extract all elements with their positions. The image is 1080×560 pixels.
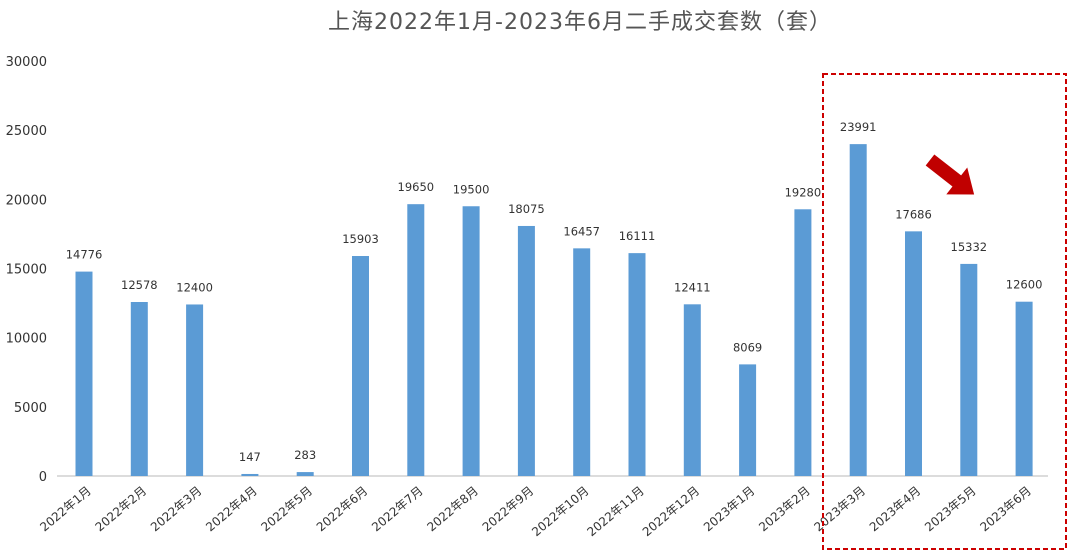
bar [628,253,646,476]
x-tick-label: 2022年6月 [314,484,371,535]
data-label: 12600 [1006,278,1043,292]
x-tick-label: 2023年3月 [811,484,868,535]
chart-title: 上海2022年1月-2023年6月二手成交套数（套） [328,10,832,35]
data-label: 15332 [951,240,988,254]
x-tick-label: 2023年6月 [977,484,1034,535]
y-tick-label: 25000 [6,124,47,139]
arrow-icon [925,154,975,195]
bar [296,472,314,476]
data-label: 17686 [895,207,932,221]
x-tick-label: 2022年8月 [424,484,481,535]
data-label: 12411 [674,280,711,294]
data-label: 19650 [398,180,435,194]
bar [739,364,757,476]
data-label: 23991 [840,120,877,134]
data-label: 18075 [508,202,545,216]
x-tick-label: 2023年5月 [922,484,979,535]
y-tick-label: 20000 [6,193,47,208]
x-tick-label: 2022年5月 [258,484,315,535]
bar [130,302,148,476]
bar [794,209,812,476]
x-tick-label: 2022年10月 [529,484,591,540]
bar [517,225,535,476]
data-label: 283 [294,448,316,462]
x-tick-label: 2022年4月 [203,484,260,535]
bar [960,263,978,476]
x-tick-label: 2022年7月 [369,484,426,535]
data-label: 16457 [563,224,600,238]
data-label: 12400 [176,280,213,294]
y-tick-label: 15000 [6,263,47,278]
bar [573,248,591,476]
y-tick-label: 10000 [6,332,47,347]
data-label: 16111 [619,229,656,243]
data-label: 19500 [453,182,490,196]
bar [462,206,480,476]
y-tick-label: 5000 [14,401,47,416]
x-tick-label: 2022年9月 [480,484,537,535]
bar [849,144,867,476]
bar [241,473,259,476]
highlight-box [822,73,1067,550]
x-tick-label: 2022年3月 [148,484,205,535]
x-tick-label: 2023年2月 [756,484,813,535]
data-label: 19280 [785,185,822,199]
data-label: 15903 [342,232,379,246]
bar [75,271,93,476]
data-label: 147 [239,450,261,464]
x-tick-label: 2023年4月 [867,484,924,535]
x-tick-label: 2022年1月 [37,484,94,535]
bar [186,304,204,476]
y-tick-label: 30000 [6,55,47,70]
bar [407,204,425,477]
data-label: 8069 [733,340,762,354]
data-label: 12578 [121,278,158,292]
x-tick-label: 2022年11月 [584,484,646,540]
data-label: 14776 [66,248,103,262]
y-tick-label: 0 [39,470,47,485]
bar [683,304,701,476]
bar [352,256,369,476]
bar [1015,301,1033,476]
x-tick-label: 2022年2月 [93,484,150,535]
x-tick-label: 2023年1月 [701,484,758,535]
bar [905,231,922,476]
x-tick-label: 2022年12月 [640,484,702,540]
